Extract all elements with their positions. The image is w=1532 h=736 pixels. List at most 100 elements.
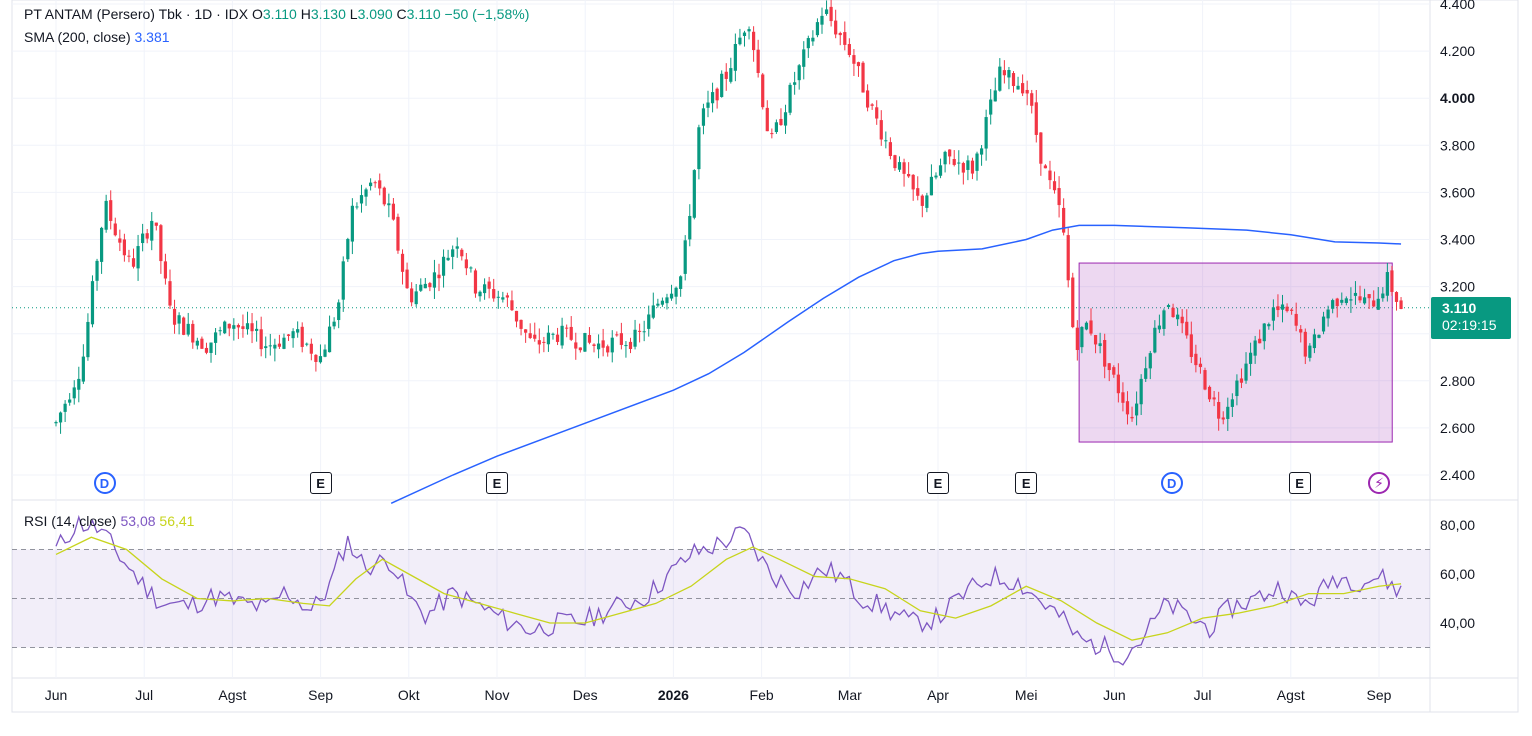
- candle-body: [227, 323, 231, 329]
- candle-body: [1034, 102, 1038, 135]
- candle-body: [337, 302, 341, 321]
- candle-body: [943, 151, 947, 165]
- candle-body: [1194, 353, 1198, 366]
- candle-body: [1372, 300, 1376, 307]
- candle-body: [865, 90, 870, 108]
- candle-body: [245, 323, 250, 330]
- dividend-event-icon[interactable]: D: [1160, 472, 1183, 494]
- candle-body: [487, 281, 491, 289]
- candle-body: [998, 66, 1002, 91]
- candle-body: [993, 90, 997, 102]
- candle-body: [1084, 322, 1089, 330]
- candle-body: [455, 246, 459, 249]
- price-candles: [54, 0, 1403, 434]
- candle-body: [1134, 403, 1139, 416]
- candle-body: [642, 331, 646, 333]
- candle-body: [492, 289, 496, 299]
- candle-body: [697, 127, 701, 170]
- candle-body: [770, 133, 774, 135]
- candle-body: [1166, 305, 1171, 308]
- candle-body: [797, 65, 801, 81]
- earnings-event-icon[interactable]: E: [486, 472, 508, 494]
- price-tick-label: 2.400: [1440, 467, 1475, 483]
- candle-body: [182, 317, 186, 335]
- dividend-event-icon[interactable]: D: [93, 472, 116, 494]
- consolidation-rectangle[interactable]: [1078, 262, 1393, 443]
- time-tick-label: Agst: [1277, 687, 1305, 703]
- earnings-event-icon[interactable]: E: [1288, 472, 1311, 494]
- chart-frame: [11, 0, 1519, 713]
- candle-body: [948, 149, 952, 157]
- symbol-legend[interactable]: PT ANTAM (Persero) Tbk · 1D · IDX O3.110…: [24, 6, 530, 22]
- candle-body: [656, 303, 660, 306]
- candle-body: [1093, 335, 1098, 345]
- candle-body: [1203, 370, 1207, 390]
- earnings-event-icon[interactable]: E: [1015, 472, 1038, 494]
- candle-body: [1048, 170, 1052, 181]
- earnings-event-icon[interactable]: E: [309, 472, 332, 494]
- candle-body: [765, 107, 769, 132]
- candle-body: [624, 345, 628, 347]
- time-tick-label: Apr: [927, 687, 949, 703]
- sma-legend[interactable]: SMA (200, close) 3.381: [24, 29, 170, 45]
- candle-body: [733, 43, 737, 71]
- candle-body: [966, 160, 970, 170]
- candle-body: [131, 258, 136, 267]
- price-tick-label: 4.200: [1440, 43, 1475, 59]
- candle-body: [241, 326, 245, 329]
- candle-body: [651, 305, 655, 318]
- earnings-event-icon[interactable]: E: [927, 472, 949, 494]
- rsi-value: 53,08: [120, 513, 156, 529]
- candle-body: [1312, 334, 1317, 349]
- candle-body: [1148, 353, 1152, 369]
- candle-body: [1075, 327, 1079, 351]
- candle-body: [1062, 207, 1066, 233]
- candle-body: [628, 341, 633, 350]
- candle-body: [519, 319, 523, 329]
- price-tick-label: 2.600: [1440, 420, 1475, 436]
- candle-body: [1171, 307, 1175, 318]
- candle-body: [884, 140, 888, 142]
- candle-body: [1043, 165, 1048, 169]
- candle-body: [647, 314, 651, 329]
- candle-body: [1235, 380, 1239, 397]
- candle-body: [774, 122, 778, 133]
- candle-body: [1157, 325, 1161, 330]
- time-tick-label: Sep: [1367, 687, 1392, 703]
- candle-body: [223, 321, 227, 334]
- candle-body: [1130, 416, 1134, 419]
- time-tick-label: Mei: [1015, 687, 1038, 703]
- candle-body: [793, 82, 797, 85]
- candle-body: [1349, 299, 1353, 301]
- candle-body: [195, 340, 199, 346]
- candle-body: [86, 321, 90, 358]
- candle-body: [1125, 401, 1130, 415]
- candle-body: [574, 342, 578, 349]
- candle-body: [1381, 293, 1385, 299]
- candle-body: [1066, 235, 1070, 281]
- candle-body: [528, 333, 532, 338]
- price-tick-label: 3.600: [1440, 184, 1475, 200]
- candle-body: [118, 238, 122, 243]
- rsi-lines: [55, 514, 1402, 666]
- candle-body: [802, 49, 806, 67]
- candle-body: [1144, 368, 1148, 379]
- candle-body: [1016, 85, 1020, 90]
- candle-body: [952, 159, 956, 165]
- candle-body: [715, 88, 719, 101]
- lightning-event-icon[interactable]: ⚡: [1368, 472, 1390, 494]
- candle-body: [286, 334, 291, 336]
- candle-body: [925, 195, 929, 208]
- candle-body: [150, 220, 154, 241]
- rsi-tick-label: 40,00: [1440, 615, 1475, 631]
- candle-body: [1308, 345, 1312, 358]
- candle-body: [752, 31, 756, 51]
- candle-body: [282, 337, 286, 349]
- last-price-badge: 3.110 02:19:15: [1431, 297, 1511, 339]
- candle-body: [1052, 181, 1057, 191]
- candle-body: [1331, 300, 1335, 309]
- rsi-legend[interactable]: RSI (14, close) 53,08 56,41: [24, 513, 194, 529]
- candle-body: [414, 291, 418, 305]
- candle-body: [537, 340, 541, 345]
